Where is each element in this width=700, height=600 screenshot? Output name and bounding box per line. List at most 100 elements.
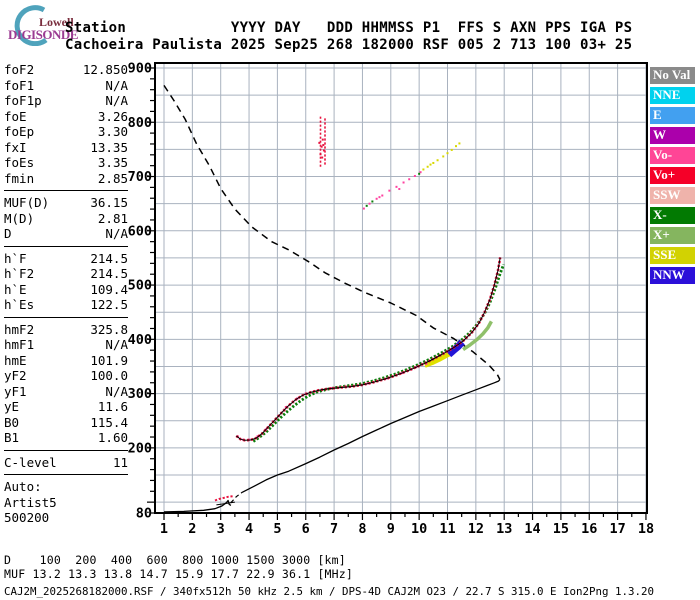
param-label: h`F2 — [4, 266, 35, 281]
svg-text:12: 12 — [468, 521, 484, 537]
legend-item: X+ — [650, 227, 695, 244]
svg-text:17: 17 — [609, 521, 625, 537]
svg-text:5: 5 — [273, 521, 281, 537]
param-value: 11 — [112, 454, 128, 470]
param-row: B0 115.4 — [4, 415, 128, 431]
svg-text:7: 7 — [330, 521, 338, 537]
param-label: h`E — [4, 281, 27, 297]
param-label: C-level — [4, 454, 57, 470]
header-column-titles: Station YYYY DAY DDD HHMMSS P1 FFS S AXN… — [65, 20, 633, 36]
param-label: yF2 — [4, 368, 27, 383]
param-label: yE — [4, 399, 20, 414]
svg-text:11: 11 — [439, 521, 455, 537]
param-label: D — [4, 226, 12, 241]
param-row: fmin 2.85 — [4, 171, 128, 187]
svg-text:16: 16 — [581, 521, 597, 537]
param-row: hmF1 N/A — [4, 337, 128, 353]
legend-item: NNE — [650, 87, 695, 104]
param-panel: foF2 12.850 foF1 N/A foF1p N/A foE 3.26 foEp 3.30… — [4, 62, 128, 526]
param-label: foF1p — [4, 93, 42, 108]
param-label: foF2 — [4, 62, 35, 77]
param-row: C-level 11 — [4, 455, 128, 471]
param-row: foE 3.26 — [4, 109, 128, 125]
param-label: foEs — [4, 155, 35, 170]
svg-text:9: 9 — [387, 521, 395, 537]
svg-text:900: 900 — [128, 60, 152, 76]
param-label: foEp — [4, 124, 35, 139]
param-label: B0 — [4, 414, 20, 430]
header-station-values: Cachoeira Paulista 2025 Sep25 268 182000… — [65, 37, 633, 53]
param-row: D N/A — [4, 226, 128, 242]
param-label: M(D) — [4, 210, 35, 226]
svg-text:500: 500 — [128, 278, 152, 294]
param-row: B1 1.60 — [4, 430, 128, 446]
param-divider — [4, 316, 128, 318]
distance-row: D 100 200 400 600 800 1000 1500 3000 [km… — [4, 553, 346, 567]
param-value: 325.8 — [90, 321, 128, 337]
param-value: 3.26 — [97, 108, 128, 124]
param-label: h`F — [4, 250, 27, 266]
logo-digisonde-text: DIGISONDE — [8, 27, 78, 42]
param-label: yF1 — [4, 383, 27, 399]
param-row: yF1 N/A — [4, 384, 128, 400]
svg-text:200: 200 — [128, 440, 152, 456]
param-value: 2.85 — [97, 170, 128, 186]
param-value: 11.6 — [97, 399, 128, 414]
svg-text:1: 1 — [160, 521, 168, 537]
svg-text:8: 8 — [358, 521, 366, 537]
param-divider — [4, 245, 128, 247]
legend-item: Vo- — [650, 147, 695, 164]
param-row: Artist5 — [4, 495, 128, 511]
legend-item: E — [650, 107, 695, 124]
legend-item: No Val — [650, 67, 695, 84]
param-row: foF1p N/A — [4, 93, 128, 109]
param-value: 122.5 — [90, 297, 128, 312]
param-row: hmE 101.9 — [4, 353, 128, 369]
param-value: 214.5 — [90, 250, 128, 266]
param-label: 500200 — [4, 510, 50, 525]
param-value: 109.4 — [90, 281, 128, 297]
param-value: 115.4 — [90, 414, 128, 430]
param-label: fmin — [4, 170, 35, 186]
param-row: foF1 N/A — [4, 78, 128, 94]
param-row: yF2 100.0 — [4, 368, 128, 384]
param-value: 12.850 — [82, 62, 128, 77]
param-value: N/A — [105, 337, 128, 352]
param-value: N/A — [105, 383, 128, 399]
param-label: foE — [4, 108, 27, 124]
param-label: Artist5 — [4, 494, 57, 510]
param-value: 3.30 — [97, 124, 128, 139]
param-label: MUF(D) — [4, 195, 50, 210]
svg-text:2: 2 — [188, 521, 196, 537]
svg-text:600: 600 — [128, 223, 152, 239]
svg-text:13: 13 — [496, 521, 512, 537]
param-row: foEp 3.30 — [4, 124, 128, 140]
param-divider — [4, 474, 128, 475]
svg-text:80: 80 — [136, 506, 152, 522]
doppler-direction-legend: No Val NNE E W Vo- Vo+ SSW X- X+ SSE NNW — [650, 67, 695, 287]
legend-item: SSE — [650, 247, 695, 264]
param-row: MUF(D) 36.15 — [4, 195, 128, 211]
legend-item: Vo+ — [650, 167, 695, 184]
param-value: 13.35 — [90, 139, 128, 155]
param-row: foF2 12.850 — [4, 62, 128, 78]
param-row: yE 11.6 — [4, 399, 128, 415]
legend-item: NNW — [650, 267, 695, 284]
svg-text:400: 400 — [128, 332, 152, 348]
param-value: 101.9 — [90, 352, 128, 368]
param-value: 2.81 — [97, 210, 128, 226]
legend-item: X- — [650, 207, 695, 224]
param-value: N/A — [105, 77, 128, 93]
param-label: foF1 — [4, 77, 35, 93]
param-row: h`F2 214.5 — [4, 266, 128, 282]
param-row: foEs 3.35 — [4, 155, 128, 171]
legend-item: SSW — [650, 187, 695, 204]
svg-text:4: 4 — [245, 521, 253, 537]
param-value: N/A — [105, 226, 128, 241]
svg-text:14: 14 — [524, 521, 540, 537]
logo-crescent-icon — [14, 5, 48, 47]
muf-row: MUF 13.2 13.3 13.8 14.7 15.9 17.7 22.9 3… — [4, 567, 354, 581]
param-label: h`Es — [4, 297, 35, 312]
